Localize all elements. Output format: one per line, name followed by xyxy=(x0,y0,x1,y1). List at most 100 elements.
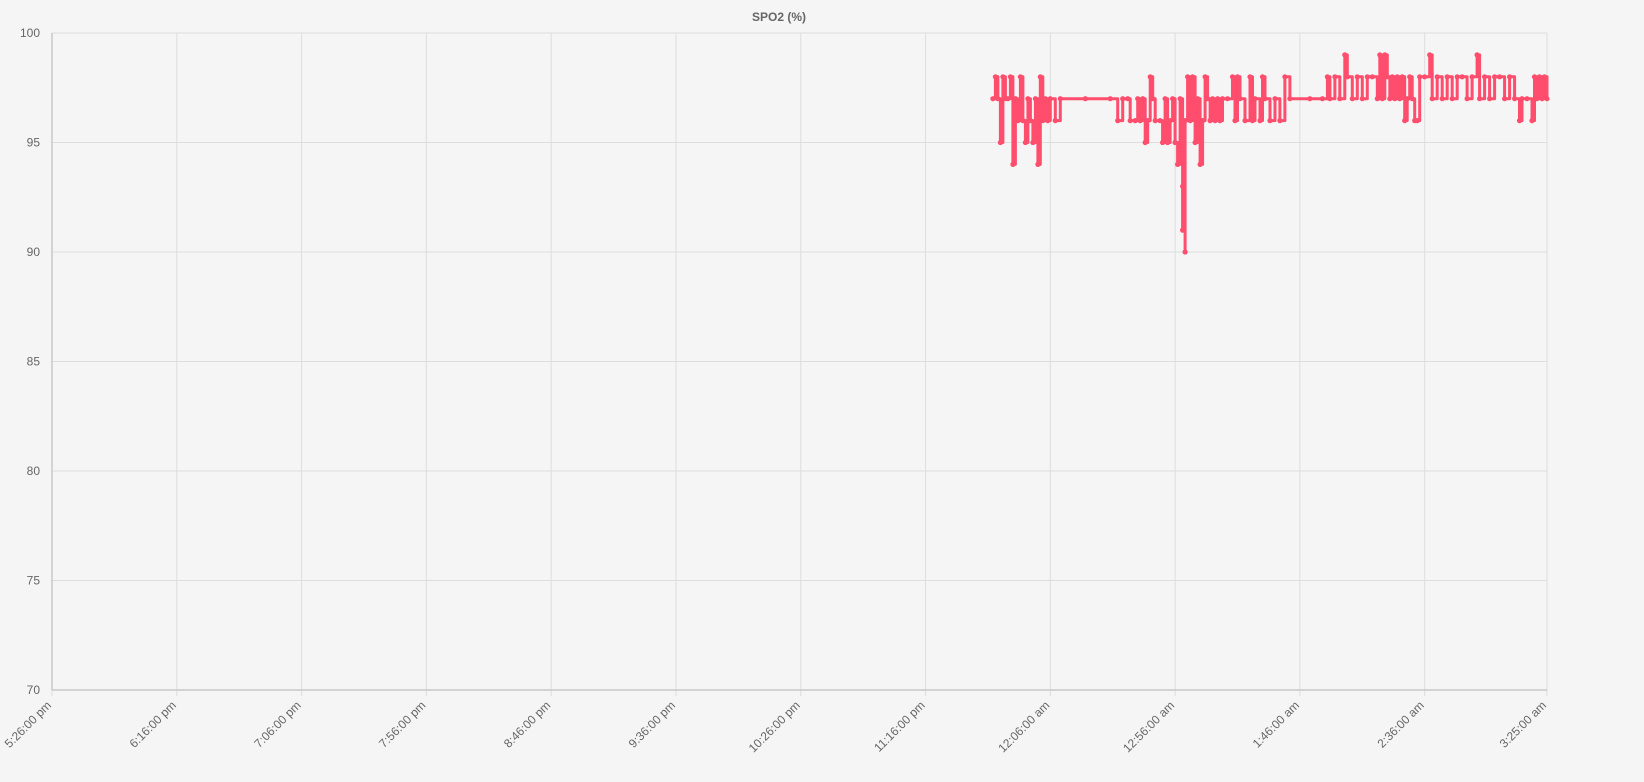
data-point xyxy=(1182,118,1188,124)
data-point xyxy=(1035,161,1041,167)
data-point xyxy=(1057,96,1063,102)
data-point xyxy=(1477,96,1483,102)
data-point xyxy=(1257,118,1263,124)
grid-lines xyxy=(51,32,1548,696)
data-point xyxy=(1042,96,1048,102)
data-point xyxy=(1142,139,1148,146)
data-point xyxy=(1454,74,1460,80)
data-point xyxy=(1157,118,1163,124)
data-point xyxy=(1047,96,1053,102)
data-point xyxy=(1429,96,1435,102)
data-point xyxy=(1387,96,1393,102)
data-point xyxy=(1160,139,1166,146)
data-point xyxy=(1017,74,1024,80)
data-point xyxy=(1052,118,1058,124)
y-tick-label: 100 xyxy=(20,26,40,40)
data-point xyxy=(1120,96,1126,102)
data-point xyxy=(1115,118,1121,124)
data-point xyxy=(1185,74,1191,80)
data-point xyxy=(1152,118,1158,124)
data-point xyxy=(1165,139,1171,146)
data-point xyxy=(1027,118,1033,124)
data-point xyxy=(1399,74,1405,80)
data-point xyxy=(1482,74,1488,80)
data-point xyxy=(1544,96,1550,102)
x-tick-label: 2:36:00 am xyxy=(1374,698,1426,750)
data-point xyxy=(1010,161,1016,167)
data-point xyxy=(1140,96,1146,102)
data-point xyxy=(1162,96,1168,102)
data-point xyxy=(1487,96,1493,102)
data-point xyxy=(1197,161,1203,167)
data-point xyxy=(1082,96,1088,102)
data-point xyxy=(1242,118,1248,124)
data-point xyxy=(1414,118,1420,124)
data-point xyxy=(1005,96,1011,102)
x-tick-label: 9:36:00 pm xyxy=(626,698,678,750)
data-point xyxy=(1190,74,1196,80)
data-point xyxy=(1182,249,1188,255)
data-point xyxy=(1516,118,1523,124)
data-point xyxy=(1107,96,1113,102)
data-point xyxy=(1202,74,1208,80)
data-point xyxy=(1422,74,1428,80)
data-point xyxy=(1407,74,1413,80)
data-point xyxy=(1369,74,1375,80)
data-point xyxy=(1404,96,1410,102)
data-point xyxy=(1497,74,1503,80)
chart-title: SPO2 (%) xyxy=(752,10,806,24)
data-point xyxy=(1247,74,1253,80)
data-point xyxy=(1007,74,1014,80)
data-point xyxy=(1045,118,1051,124)
data-point xyxy=(1170,96,1176,102)
data-point xyxy=(1192,139,1198,146)
y-tick-label: 95 xyxy=(27,136,41,150)
x-tick-label: 3:25:00 am xyxy=(1497,698,1549,750)
data-point xyxy=(1015,118,1021,124)
data-point xyxy=(1025,96,1031,102)
data-point xyxy=(1259,74,1266,80)
data-point xyxy=(1219,96,1226,102)
x-tick-label: 8:46:00 pm xyxy=(501,698,553,750)
data-point xyxy=(1377,52,1383,58)
data-point xyxy=(1180,227,1186,233)
data-point xyxy=(1267,118,1273,124)
data-point xyxy=(1147,74,1153,80)
data-point xyxy=(1249,118,1256,124)
x-tick-label: 10:26:00 pm xyxy=(746,698,803,755)
data-point xyxy=(1262,96,1268,102)
data-point xyxy=(1492,74,1498,80)
data-point xyxy=(1032,96,1038,102)
data-point xyxy=(1324,74,1330,80)
data-point xyxy=(1272,96,1278,102)
x-tick-label: 6:16:00 pm xyxy=(127,698,179,750)
data-point xyxy=(1175,161,1181,167)
y-tick-label: 80 xyxy=(27,464,41,478)
data-point xyxy=(1469,74,1475,80)
data-point xyxy=(1349,96,1355,102)
data-point xyxy=(1384,74,1390,80)
data-point xyxy=(1022,139,1028,146)
data-point xyxy=(992,74,999,80)
data-point xyxy=(1332,74,1338,80)
data-point xyxy=(1444,74,1450,80)
data-point xyxy=(1344,74,1350,80)
data-point xyxy=(1150,96,1156,102)
y-tick-label: 90 xyxy=(27,245,41,259)
data-point xyxy=(1359,96,1365,102)
data-point xyxy=(1382,52,1388,58)
data-point xyxy=(1277,118,1283,124)
y-axis-ticks: 70 75 80 85 90 95 100 xyxy=(20,26,40,697)
data-point xyxy=(1195,96,1201,102)
data-point xyxy=(1234,74,1241,80)
data-point xyxy=(1536,74,1543,80)
data-point xyxy=(1327,96,1333,102)
data-point xyxy=(1417,74,1423,80)
data-point xyxy=(1217,118,1223,124)
spo2-series xyxy=(990,52,1550,255)
data-point xyxy=(1020,118,1026,124)
y-tick-label: 70 xyxy=(27,683,41,697)
data-point xyxy=(1040,118,1046,124)
data-point xyxy=(1127,118,1133,124)
